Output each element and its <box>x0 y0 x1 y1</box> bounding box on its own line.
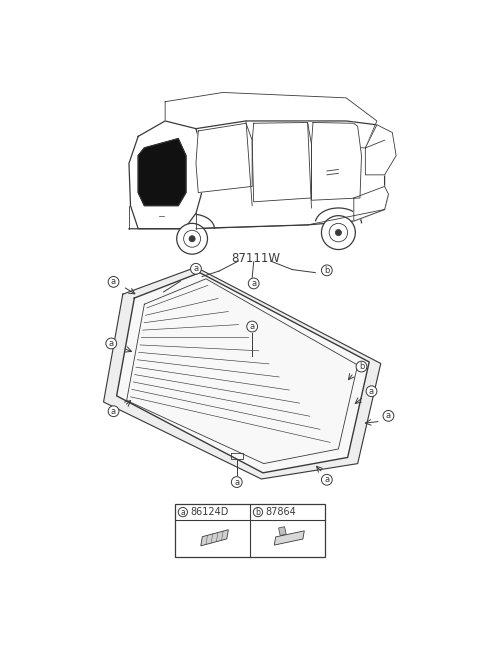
Circle shape <box>108 276 119 288</box>
Circle shape <box>231 477 242 487</box>
Text: a: a <box>108 339 114 348</box>
Text: a: a <box>251 279 256 288</box>
Text: a: a <box>369 386 374 396</box>
Text: a: a <box>234 477 240 487</box>
Text: a: a <box>193 264 199 273</box>
Circle shape <box>106 338 117 349</box>
Circle shape <box>336 229 341 236</box>
Circle shape <box>247 321 258 332</box>
Polygon shape <box>117 272 369 473</box>
Text: a: a <box>111 407 116 416</box>
Circle shape <box>178 508 188 517</box>
Bar <box>175 504 325 557</box>
Circle shape <box>383 411 394 421</box>
Polygon shape <box>196 123 252 193</box>
Circle shape <box>248 278 259 289</box>
Polygon shape <box>274 531 304 545</box>
Circle shape <box>191 263 201 274</box>
Circle shape <box>356 361 367 372</box>
Text: 87111W: 87111W <box>231 252 280 265</box>
Circle shape <box>322 215 355 250</box>
Polygon shape <box>201 530 228 546</box>
Polygon shape <box>165 92 377 152</box>
Text: b: b <box>359 362 364 371</box>
Polygon shape <box>354 187 388 221</box>
Polygon shape <box>129 121 204 229</box>
Polygon shape <box>104 267 381 479</box>
Text: a: a <box>111 277 116 286</box>
Text: b: b <box>255 508 260 517</box>
Polygon shape <box>278 527 286 536</box>
Text: a: a <box>250 322 255 331</box>
Text: a: a <box>386 411 391 421</box>
Polygon shape <box>138 139 186 206</box>
Circle shape <box>108 406 119 417</box>
Circle shape <box>322 474 332 485</box>
Text: 86124D: 86124D <box>191 507 229 517</box>
Circle shape <box>253 508 263 517</box>
Text: b: b <box>324 266 330 275</box>
Polygon shape <box>312 122 361 200</box>
Circle shape <box>366 386 377 397</box>
Polygon shape <box>365 125 396 175</box>
Text: 87864: 87864 <box>265 507 296 517</box>
Circle shape <box>177 223 207 254</box>
Text: a: a <box>324 476 329 484</box>
Polygon shape <box>252 122 312 202</box>
Circle shape <box>189 236 195 242</box>
Text: a: a <box>180 508 185 517</box>
Circle shape <box>322 265 332 276</box>
